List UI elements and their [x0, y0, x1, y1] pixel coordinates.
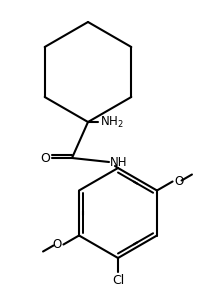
Text: O: O: [40, 152, 50, 164]
Text: Cl: Cl: [112, 274, 124, 287]
Text: O: O: [52, 238, 61, 251]
Text: NH$_2$: NH$_2$: [100, 114, 124, 130]
Text: NH: NH: [110, 155, 127, 169]
Text: O: O: [174, 175, 184, 188]
